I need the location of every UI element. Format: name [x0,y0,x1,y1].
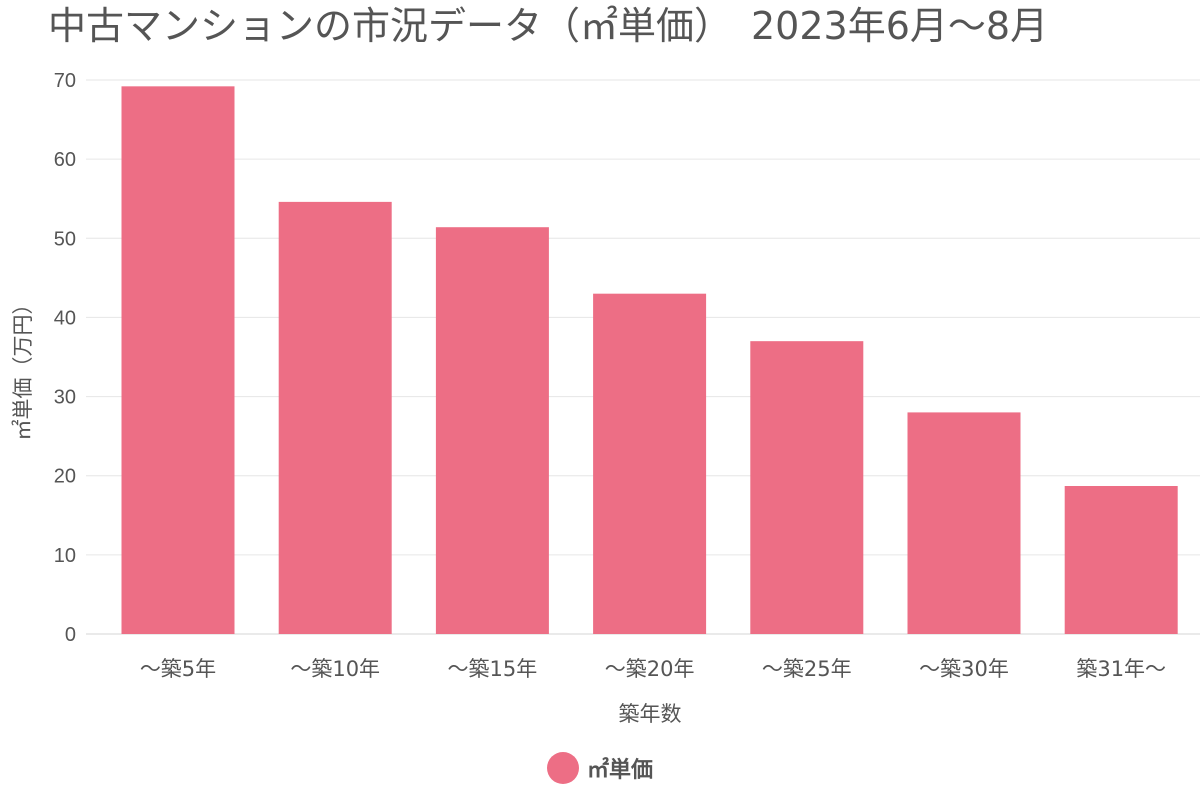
x-tick-label: 〜築15年 [448,657,538,681]
y-tick-label: 70 [54,70,76,92]
legend-label: ㎡単価 [586,758,653,783]
bar [121,86,235,635]
bar [278,201,392,634]
y-tick-label: 0 [65,624,76,646]
legend[interactable]: ㎡単価 [0,748,1200,788]
x-tick-label: 〜築25年 [762,657,852,681]
y-tick-label: 40 [54,307,76,329]
y-tick-label: 20 [54,466,76,488]
y-tick-label: 60 [54,149,76,171]
y-tick-label: 50 [54,228,76,250]
x-tick-label: 築31年〜 [1076,657,1166,681]
y-tick-label: 30 [54,387,76,409]
x-tick-label: 〜築30年 [919,657,1009,681]
legend-swatch [546,752,579,784]
bar [435,227,549,634]
bar [750,341,864,634]
x-tick-label: 〜築20年 [605,657,695,681]
x-tick-label: 〜築5年 [140,657,216,681]
bar [593,293,707,634]
x-tick-label: 〜築10年 [290,657,380,681]
chart-title: 中古マンションの市況データ（㎡単価） 2023年6月〜8月 [48,4,1049,48]
y-tick-label: 10 [54,545,76,567]
x-axis-label: 築年数 [619,702,682,726]
bar [1064,486,1178,634]
y-axis-label: ㎡単価（万円） [11,294,35,441]
bar [907,412,1021,634]
